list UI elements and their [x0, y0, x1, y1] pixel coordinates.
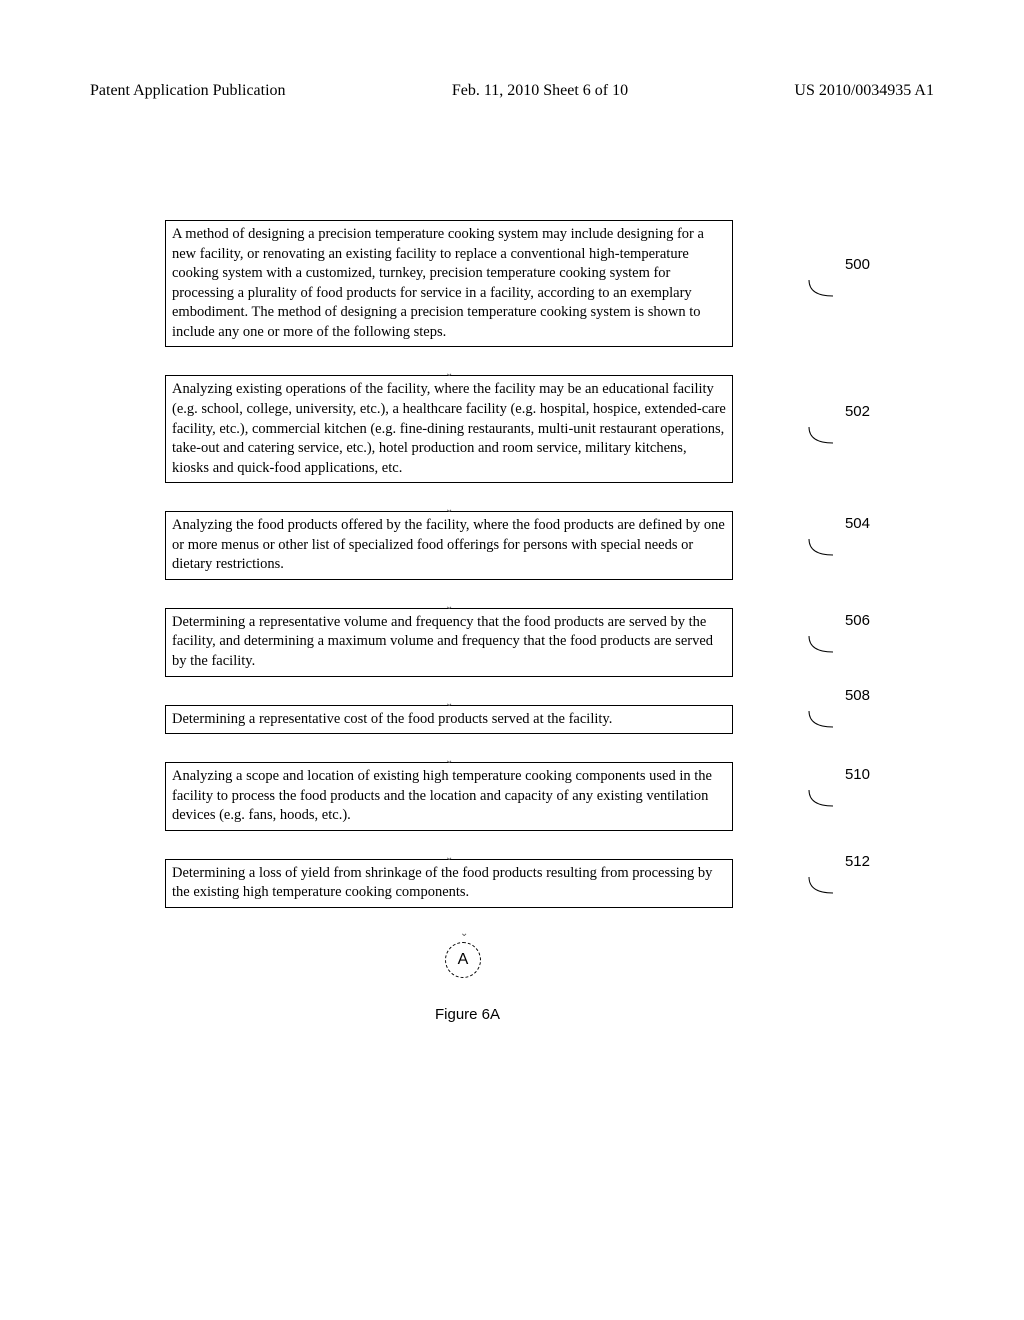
step-label: 508	[845, 687, 870, 704]
label-bracket-icon	[807, 425, 835, 447]
step-text: A method of designing a precision temper…	[172, 226, 704, 340]
step-510: ⌄ Analyzing a scope and location of exis…	[165, 762, 865, 831]
step-506: ⌄ Determining a representative volume an…	[165, 608, 865, 677]
connector-label: A	[458, 951, 469, 969]
step-label: 510	[845, 766, 870, 783]
connector-tick-icon: ⌄	[445, 755, 453, 766]
label-bracket-icon	[807, 537, 835, 559]
step-text: Analyzing a scope and location of existi…	[172, 768, 712, 823]
label-bracket-icon	[807, 278, 835, 300]
step-box: A method of designing a precision temper…	[165, 220, 733, 347]
connector-tick-icon: ⌄	[445, 368, 453, 379]
step-text: Analyzing the food products offered by t…	[172, 517, 725, 572]
step-label: 512	[845, 853, 870, 870]
step-label: 500	[845, 256, 870, 273]
connector-tick-icon: ⌄	[445, 698, 453, 709]
flowchart-content: A method of designing a precision temper…	[165, 220, 865, 1003]
step-box: Analyzing a scope and location of existi…	[165, 762, 733, 831]
step-text: Determining a representative volume and …	[172, 614, 713, 669]
step-box: Determining a loss of yield from shrinka…	[165, 859, 733, 908]
label-bracket-icon	[807, 634, 835, 656]
step-label: 504	[845, 515, 870, 532]
off-page-connector: A	[445, 942, 481, 978]
step-text: Analyzing existing operations of the fac…	[172, 381, 726, 475]
step-508: ⌄ Determining a representative cost of t…	[165, 705, 865, 735]
connector-tick-icon: ⌄	[445, 601, 453, 612]
step-504: ⌄ Analyzing the food products offered by…	[165, 511, 865, 580]
header-right: US 2010/0034935 A1	[794, 82, 934, 100]
figure-caption: Figure 6A	[435, 1006, 1024, 1023]
step-text: Determining a loss of yield from shrinka…	[172, 865, 712, 901]
step-text: Determining a representative cost of the…	[172, 711, 612, 727]
step-box: Analyzing existing operations of the fac…	[165, 375, 733, 483]
step-502: ⌄ Analyzing existing operations of the f…	[165, 375, 865, 483]
step-label: 506	[845, 612, 870, 629]
step-box: Determining a representative cost of the…	[165, 705, 733, 735]
connector-tick-icon: ⌄	[460, 928, 468, 939]
label-bracket-icon	[807, 709, 835, 731]
step-512: ⌄ Determining a loss of yield from shrin…	[165, 859, 865, 908]
header-center: Feb. 11, 2010 Sheet 6 of 10	[452, 82, 628, 100]
header-left: Patent Application Publication	[90, 82, 286, 100]
page-header: Patent Application Publication Feb. 11, …	[0, 82, 1024, 100]
step-box: Determining a representative volume and …	[165, 608, 733, 677]
step-500: A method of designing a precision temper…	[165, 220, 865, 347]
connector-tick-icon: ⌄	[445, 852, 453, 863]
connector-tick-icon: ⌄	[445, 504, 453, 515]
label-bracket-icon	[807, 788, 835, 810]
step-label: 502	[845, 403, 870, 420]
label-bracket-icon	[807, 875, 835, 897]
step-box: Analyzing the food products offered by t…	[165, 511, 733, 580]
